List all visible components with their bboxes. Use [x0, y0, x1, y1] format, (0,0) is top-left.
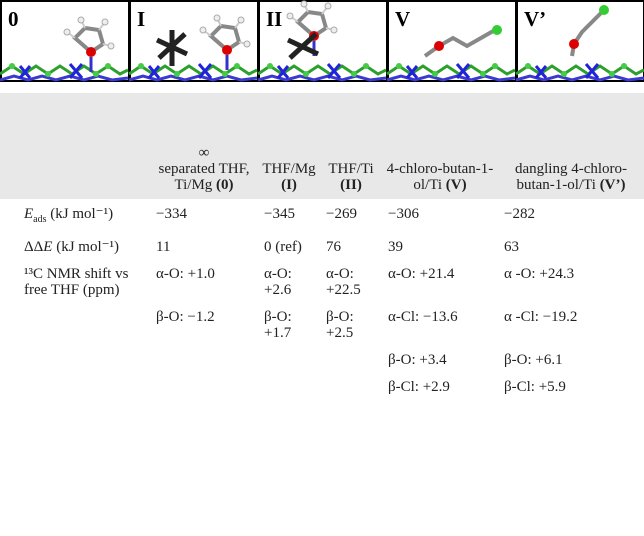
header-row: ∞separated THF, Ti/Mg (0)THF/Mg (I)THF/T…	[0, 93, 644, 199]
table-row: β-O: +3.4 β-O: +6.1	[0, 345, 644, 372]
table-cell	[150, 345, 258, 372]
panel-label: II	[266, 7, 282, 31]
table-cell: 0 (ref)	[258, 232, 320, 259]
cell-value: α-Cl: −13.6	[388, 309, 458, 325]
row-label: ¹³C NMR shift vs free THF (ppm)	[0, 259, 150, 302]
header-cell: 4-chloro-butan-1-ol/Ti (V)	[382, 93, 498, 199]
cell-value: α -Cl: −19.2	[504, 309, 577, 325]
table-cell: 11	[150, 232, 258, 259]
table-cell: 39	[382, 232, 498, 259]
table-cell: β-Cl: +5.9	[498, 372, 644, 399]
header-text: THF/Ti	[328, 161, 373, 177]
table-cell: β-O: +1.7	[258, 302, 320, 345]
table-cell: −334	[150, 199, 258, 232]
table-cell: α -O: +24.3	[498, 259, 644, 302]
table-cell: −282	[498, 199, 644, 232]
table-cell: α-O: +2.6	[258, 259, 320, 302]
header-cell: THF/Mg (I)	[258, 93, 320, 199]
header-cell: THF/Ti (II)	[320, 93, 382, 199]
header-label: (V’)	[600, 177, 626, 193]
row-prefix: ΔΔ	[24, 239, 43, 255]
table-cell: −306	[382, 199, 498, 232]
table-cell	[258, 372, 320, 399]
table-row: ΔΔE (kJ mol⁻¹) 11 0 (ref) 76 39 63	[0, 232, 644, 259]
header-symbol: ∞	[153, 145, 255, 161]
header-text: separated THF, Ti/Mg	[159, 161, 250, 193]
cell-value: −306	[388, 206, 419, 222]
panel-label: V’	[524, 7, 546, 31]
header-cell: ∞separated THF, Ti/Mg (0)	[150, 93, 258, 199]
cell-value: 63	[504, 239, 519, 255]
row-subscript: ads	[33, 214, 46, 225]
table-row: ¹³C NMR shift vs free THF (ppm) α-O: +1.0…	[0, 259, 644, 302]
cell-value: 0 (ref)	[264, 239, 302, 255]
table-cell: −269	[320, 199, 382, 232]
page: 0 I II V V’ ∞separated THF, Ti/Mg (0)THF…	[0, 0, 644, 536]
cell-value: β-O: +3.4	[388, 352, 447, 368]
cell-value: α-O: +2.6	[264, 266, 292, 298]
panel-label: I	[137, 7, 145, 31]
cell-value: 76	[326, 239, 341, 255]
cell-value: α-O: +22.5	[326, 266, 361, 298]
cell-value: α-O: +21.4	[388, 266, 454, 282]
panel-label: V	[395, 7, 410, 31]
table-cell: α-O: +1.0	[150, 259, 258, 302]
table-cell: β-O: +3.4	[382, 345, 498, 372]
table-cell: α-O: +22.5	[320, 259, 382, 302]
table-row: β-Cl: +2.9 β-Cl: +5.9	[0, 372, 644, 399]
table-cell	[320, 372, 382, 399]
row-symbol: E	[43, 239, 52, 255]
table-cell	[258, 345, 320, 372]
cell-value: β-O: +2.5	[326, 309, 354, 341]
cell-value: β-O: +6.1	[504, 352, 563, 368]
header-cell	[0, 93, 150, 199]
table-row: Eads (kJ mol⁻¹) −334 −345 −269 −306 −282	[0, 199, 644, 232]
row-label	[0, 345, 150, 372]
table-cell: α-O: +21.4	[382, 259, 498, 302]
row-unit: (kJ mol⁻¹)	[56, 239, 119, 255]
table-cell	[320, 345, 382, 372]
table-cell: α -Cl: −19.2	[498, 302, 644, 345]
header-cell: dangling 4-chloro-butan-1-ol/Ti (V’)	[498, 93, 644, 199]
table-cell: 63	[498, 232, 644, 259]
cell-value: β-Cl: +2.9	[388, 379, 450, 395]
table-row: β-O: −1.2 β-O: +1.7 β-O: +2.5 α-Cl: −13.6 α …	[0, 302, 644, 345]
cell-value: 11	[156, 239, 170, 255]
cell-value: α -O: +24.3	[504, 266, 574, 282]
panel-label: 0	[8, 7, 19, 31]
row-text: ¹³C NMR shift vs free THF (ppm)	[24, 266, 128, 298]
table-cell	[150, 372, 258, 399]
structure-strip: 0 I II V V’	[0, 0, 644, 84]
row-symbol: E	[24, 206, 33, 222]
row-label: ΔΔE (kJ mol⁻¹)	[0, 232, 150, 259]
table-cell: 76	[320, 232, 382, 259]
table-cell: β-O: −1.2	[150, 302, 258, 345]
table-cell: α-Cl: −13.6	[382, 302, 498, 345]
row-label	[0, 372, 150, 399]
header-label: (II)	[340, 177, 362, 193]
cell-value: −269	[326, 206, 357, 222]
cell-value: α-O: +1.0	[156, 266, 215, 282]
row-label	[0, 302, 150, 345]
cell-value: β-O: +1.7	[264, 309, 292, 341]
data-table: ∞separated THF, Ti/Mg (0)THF/Mg (I)THF/T…	[0, 93, 644, 399]
table-cell: β-O: +2.5	[320, 302, 382, 345]
header-text: THF/Mg	[262, 161, 315, 177]
header-label: (0)	[216, 177, 234, 193]
cell-value: β-Cl: +5.9	[504, 379, 566, 395]
cell-value: β-O: −1.2	[156, 309, 215, 325]
table-cell: β-Cl: +2.9	[382, 372, 498, 399]
header-text: 4-chloro-butan-1-ol/Ti	[387, 161, 494, 193]
cell-value: −345	[264, 206, 295, 222]
cell-value: 39	[388, 239, 403, 255]
cell-value: −334	[156, 206, 187, 222]
header-label: (V)	[446, 177, 467, 193]
row-label: Eads (kJ mol⁻¹)	[0, 199, 150, 232]
cell-value: −282	[504, 206, 535, 222]
header-label: (I)	[281, 177, 297, 193]
table-cell: −345	[258, 199, 320, 232]
table-cell: β-O: +6.1	[498, 345, 644, 372]
row-unit: (kJ mol⁻¹)	[50, 206, 113, 222]
